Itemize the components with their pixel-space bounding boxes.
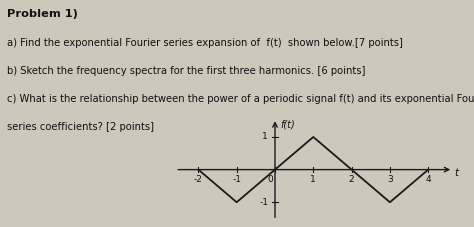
Text: b) Sketch the frequency spectra for the first three harmonics. [6 points]: b) Sketch the frequency spectra for the … <box>7 66 365 76</box>
Text: 1: 1 <box>262 133 268 141</box>
Text: 1: 1 <box>310 175 316 184</box>
Text: series coefficients? [2 points]: series coefficients? [2 points] <box>7 122 154 132</box>
Text: 3: 3 <box>387 175 393 184</box>
Text: -1: -1 <box>259 198 268 207</box>
Text: t: t <box>454 168 458 178</box>
Text: c) What is the relationship between the power of a periodic signal f(t) and its : c) What is the relationship between the … <box>7 94 474 104</box>
Text: f(t): f(t) <box>280 119 295 129</box>
Text: 2: 2 <box>349 175 355 184</box>
Text: -2: -2 <box>194 175 203 184</box>
Text: -1: -1 <box>232 175 241 184</box>
Text: Problem 1): Problem 1) <box>7 9 78 19</box>
Text: a) Find the exponential Fourier series expansion of  f(t)  shown below.[7 points: a) Find the exponential Fourier series e… <box>7 38 403 48</box>
Text: 0: 0 <box>267 175 273 184</box>
Text: 4: 4 <box>425 175 431 184</box>
